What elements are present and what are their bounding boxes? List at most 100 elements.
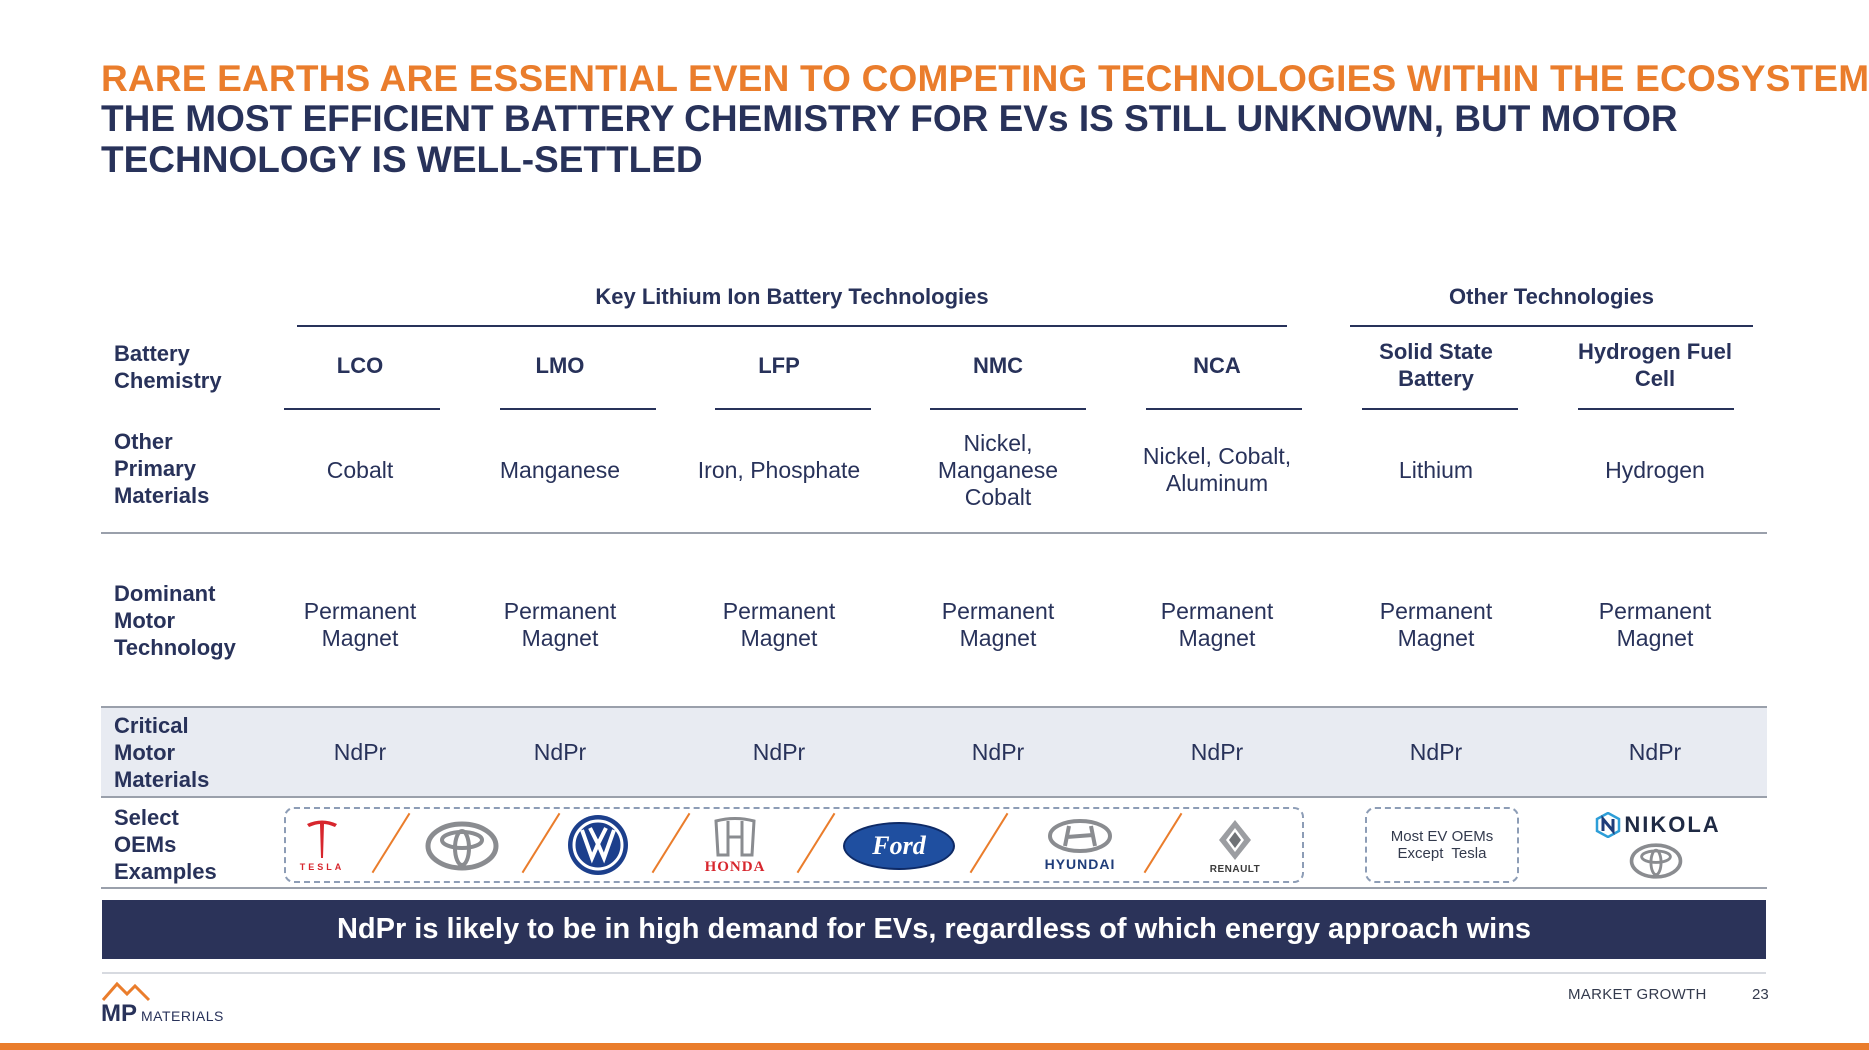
motor-cell-text: Permanent Magnet <box>1380 598 1493 652</box>
motor-cell-text: Permanent Magnet <box>504 598 617 652</box>
nikola-wordmark: NIKOLA <box>1624 812 1721 837</box>
renault-logo: RENAULT <box>1200 814 1270 878</box>
cell-line: Magnet <box>321 625 399 651</box>
materials-letters: MATERIALS <box>141 1008 224 1024</box>
row-label-line: Other <box>114 429 173 454</box>
row-label-line: Materials <box>114 483 210 508</box>
critical-material-text: NdPr <box>752 738 806 765</box>
row-label-line: Battery <box>114 341 190 366</box>
motor-cell: Permanent Magnet <box>460 590 660 660</box>
cell-line: Magnet <box>740 625 818 651</box>
column-header-rule <box>500 408 656 410</box>
column-header-rule <box>930 408 1086 410</box>
row-label-line: Materials <box>114 767 210 792</box>
motor-cell-text: Permanent Magnet <box>1161 598 1274 652</box>
conclusion-banner: NdPr is likely to be in high demand for … <box>102 900 1766 959</box>
materials-cell-text: Cobalt <box>327 457 393 484</box>
row-label-line: OEMs <box>114 832 177 857</box>
headline: RARE EARTHS ARE ESSENTIAL EVEN TO COMPET… <box>101 58 1869 99</box>
honda-wordmark: HONDA <box>704 858 766 875</box>
cell-line: Hydrogen Fuel <box>1577 339 1732 364</box>
cell-line: LMO <box>535 352 585 378</box>
renault-wordmark: RENAULT <box>1209 863 1261 875</box>
cell-line: Cobalt <box>326 456 394 483</box>
cell-line: Permanent <box>722 598 836 624</box>
cell-line: LFP <box>758 352 800 378</box>
cell-line: Permanent <box>1379 598 1493 624</box>
cell-line: Aluminum <box>1165 470 1269 496</box>
materials-cell: Manganese <box>460 420 660 520</box>
column-header-text: LMO <box>536 352 585 379</box>
oem-logos-box <box>284 807 1304 883</box>
column-header-text: Hydrogen Fuel Cell <box>1578 338 1732 392</box>
group-other-label: Other Technologies <box>1449 284 1654 309</box>
column-header-text: NMC <box>973 352 1023 379</box>
toyota-emblem-icon <box>1629 843 1683 879</box>
mountain-icon <box>101 981 151 1002</box>
oem-note-line: Most EV OEMs <box>1390 828 1494 845</box>
cell-line: Solid State <box>1379 339 1493 364</box>
critical-material-text: NdPr <box>533 738 587 765</box>
row-label-line: Motor <box>114 740 176 765</box>
solid-state-oem-note-box: Most EV OEMs Except Tesla <box>1365 807 1519 883</box>
cell-line: Manganese <box>499 456 621 483</box>
row-label-line: Chemistry <box>114 368 222 393</box>
row-label-line: Dominant <box>114 581 216 606</box>
cell-line: Permanent <box>503 598 617 624</box>
row-label-line: Primary <box>114 456 196 481</box>
row-label-oems: Select OEMs Examples <box>114 804 217 885</box>
cell-line: Permanent <box>303 598 417 624</box>
separator-motor <box>101 706 1767 708</box>
critical-material-cell: NdPr <box>260 708 460 796</box>
footer-section-label: MARKET GROWTH <box>1568 986 1707 1003</box>
column-header-text: NCA <box>1193 352 1241 379</box>
materials-cell: Nickel, Cobalt, Aluminum <box>1117 420 1317 520</box>
mp-letters: MP <box>101 1000 137 1027</box>
row-label-line: Select <box>114 805 179 830</box>
cell-line: Magnet <box>521 625 599 651</box>
row-label-chemistry: Battery Chemistry <box>114 340 222 394</box>
ford-logo: Ford <box>842 822 956 870</box>
cell-line: Nickel, <box>963 429 1033 456</box>
column-header: LFP <box>674 334 884 396</box>
cell-line: Permanent <box>941 598 1055 624</box>
tesla-wordmark: TESLA <box>299 862 345 872</box>
row-label-line: Motor <box>114 608 176 633</box>
column-header-rule <box>715 408 871 410</box>
toyota-logo-small <box>1626 842 1686 880</box>
group-other-rule <box>1350 325 1753 327</box>
column-header: Hydrogen Fuel Cell <box>1555 334 1755 396</box>
column-header-rule <box>1362 408 1518 410</box>
hyundai-h-icon <box>1048 819 1112 853</box>
row-label-materials: Other Primary Materials <box>114 428 209 509</box>
column-header: LMO <box>460 334 660 396</box>
materials-cell-text: Hydrogen <box>1605 457 1705 484</box>
cell-line: NMC <box>972 352 1024 378</box>
cell-line: Permanent <box>1160 598 1274 624</box>
critical-row-shade <box>101 708 1767 796</box>
cell-line: Cell <box>1634 366 1676 391</box>
tesla-logo: TESLA <box>292 812 352 878</box>
motor-cell: Permanent Magnet <box>1555 590 1755 660</box>
separator-critical <box>101 796 1767 798</box>
row-label-critical: Critical Motor Materials <box>114 712 209 793</box>
toyota-emblem-icon <box>425 821 499 871</box>
separator-oems <box>101 887 1767 889</box>
critical-material-cell: NdPr <box>460 708 660 796</box>
materials-cell: Nickel, Manganese Cobalt <box>898 420 1098 520</box>
critical-material-text: NdPr <box>1190 738 1244 765</box>
critical-material-text: NdPr <box>971 738 1025 765</box>
mp-wordmark: MP MATERIALS <box>101 1000 224 1028</box>
hyundai-logo: HYUNDAI <box>1030 814 1130 876</box>
critical-material-cell: NdPr <box>1336 708 1536 796</box>
materials-cell-text: Nickel, Cobalt, Aluminum <box>1143 443 1291 497</box>
row-label-line: Technology <box>114 635 236 660</box>
motor-cell: Permanent Magnet <box>260 590 460 660</box>
column-header-text: LFP <box>758 352 800 379</box>
materials-cell-text: Nickel, Manganese Cobalt <box>938 430 1058 511</box>
column-header: Solid State Battery <box>1336 334 1536 396</box>
column-header-text: Solid State Battery <box>1379 338 1493 392</box>
cell-line: NCA <box>1193 352 1241 378</box>
separator-materials <box>101 532 1767 534</box>
